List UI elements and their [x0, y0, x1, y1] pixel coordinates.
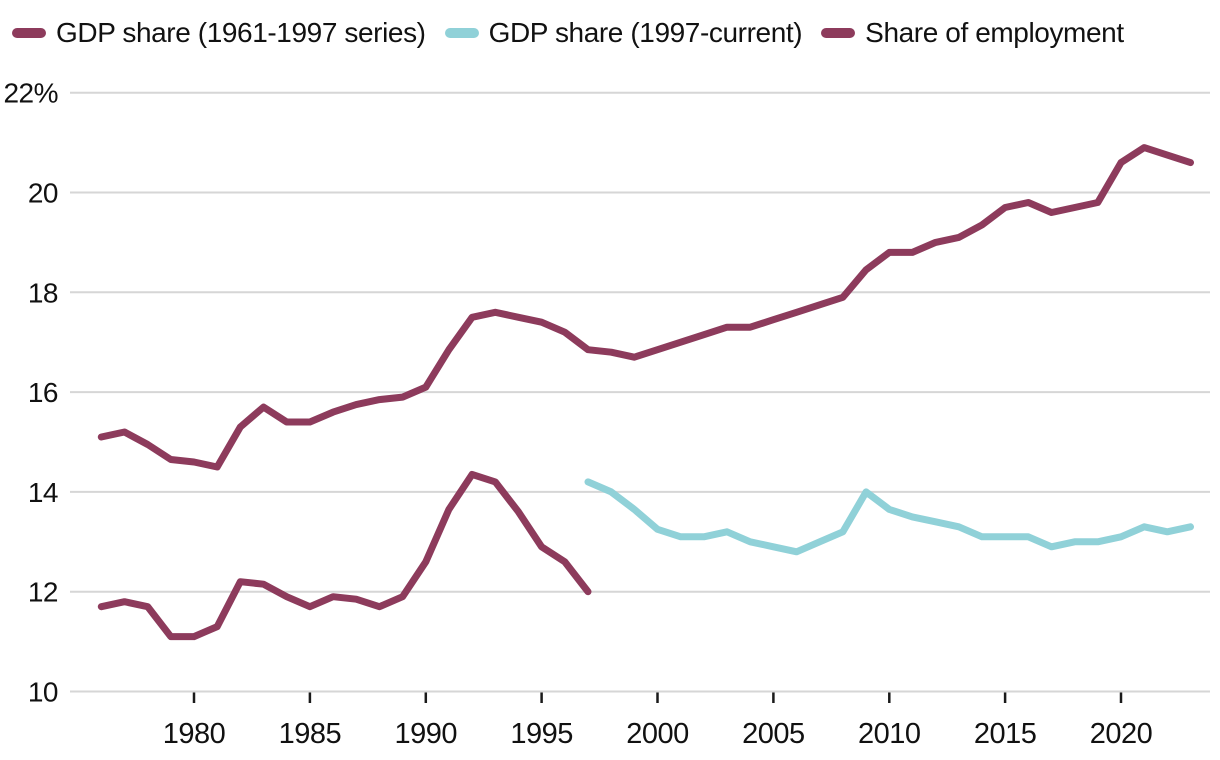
x-tick-label: 2010 [858, 718, 921, 750]
legend-label-share-of-employment: Share of employment [865, 17, 1124, 48]
y-tick-label: 14 [28, 477, 58, 508]
series-line-gdp-share-current [584, 478, 1194, 556]
y-tick-label: 22% [3, 78, 58, 109]
x-tick-label: 1990 [395, 718, 458, 750]
x-tick-label: 2020 [1090, 718, 1153, 750]
x-tick-label: 1980 [163, 718, 226, 750]
y-tick-label: 12 [28, 577, 58, 608]
legend: GDP share (1961-1997 series) GDP share (… [12, 17, 1124, 49]
x-tick-label: 2000 [626, 718, 689, 750]
y-tick-label: 20 [28, 178, 58, 209]
series-line-employment [97, 144, 1194, 471]
x-tick-label: 1985 [279, 718, 342, 750]
y-tick-label: 18 [28, 277, 58, 308]
x-tick-label: 1995 [510, 718, 573, 750]
legend-label-gdp-share-current: GDP share (1997-current) [488, 17, 803, 48]
legend-swatch-icon [12, 28, 46, 38]
x-tick-label: 2005 [742, 718, 805, 750]
legend-label-gdp-share-old-series: GDP share (1961-1997 series) [56, 17, 426, 48]
legend-swatch-icon [821, 28, 856, 38]
series-line-gdp-share-old [97, 470, 592, 641]
legend-item-share-of-employment: Share of employment [821, 17, 1124, 49]
legend-item-gdp-share-current: GDP share (1997-current) [444, 17, 803, 49]
y-tick-label: 10 [28, 677, 58, 708]
y-tick-label: 16 [28, 377, 58, 408]
x-tick-label: 2015 [974, 718, 1037, 750]
legend-swatch-icon [444, 28, 479, 38]
legend-item-gdp-share-old-series: GDP share (1961-1997 series) [12, 17, 426, 49]
